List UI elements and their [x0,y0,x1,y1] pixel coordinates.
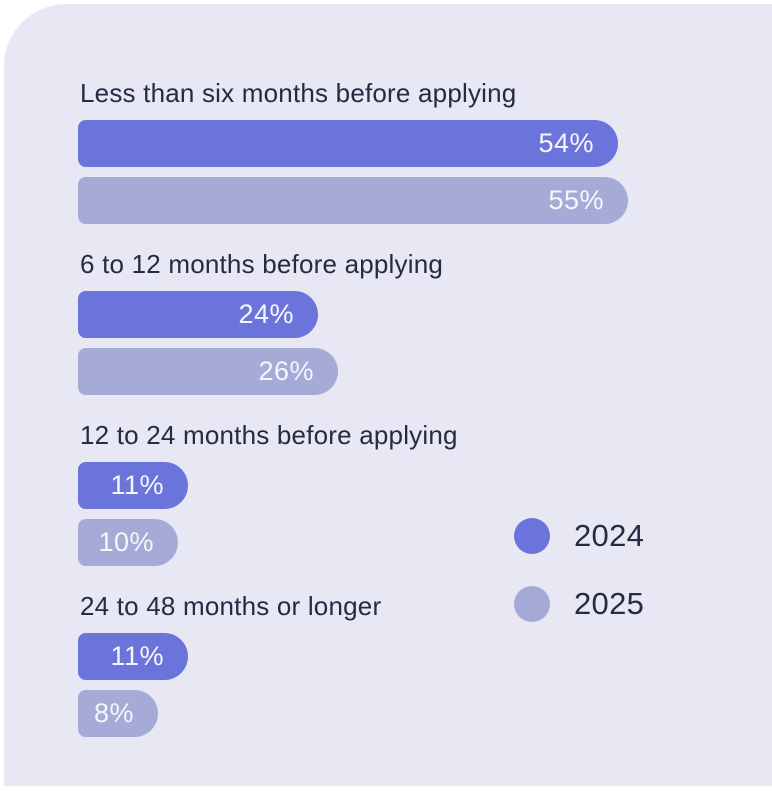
bar-group-6-to-12-months: 6 to 12 months before applying 24% 26% [78,249,678,395]
category-label: 6 to 12 months before applying [80,249,444,279]
legend-item-2025: 2025 [514,586,644,622]
bar-row: 11% [78,462,678,509]
chart-card: Less than six months before applying 54%… [4,4,772,786]
bar-row: 54% [78,120,678,167]
bar-value-label: 24% [238,299,294,329]
bar-row: 26% [78,348,678,395]
bar-2024: 54% [78,120,618,167]
bar-row: 24% [78,291,678,338]
bar-2024: 24% [78,291,318,338]
bar-row: 11% [78,633,678,680]
legend-label-2025: 2025 [574,586,645,621]
bar-2024: 11% [78,462,188,509]
legend-swatch-2025-icon [514,586,550,622]
bar-group-less-than-six-months: Less than six months before applying 54%… [78,78,678,224]
bar-value-label: 55% [548,185,604,215]
category-label: 24 to 48 months or longer [80,591,382,621]
chart-area: Less than six months before applying 54%… [78,78,678,762]
bar-value-label: 10% [98,527,154,557]
legend-swatch-2024-icon [514,518,550,554]
bar-group-12-to-24-months: 12 to 24 months before applying 11% 10% [78,420,678,566]
bar-value-label: 26% [258,356,314,386]
category-label: Less than six months before applying [80,78,517,108]
bar-row: 10% [78,519,678,566]
bar-row: 8% [78,690,678,737]
bar-group-24-to-48-months: 24 to 48 months or longer 11% 8% [78,591,678,737]
legend-label-2024: 2024 [574,518,645,553]
legend-item-2024: 2024 [514,518,644,554]
bar-value-label: 54% [538,128,594,158]
category-label: 12 to 24 months before applying [80,420,458,450]
bar-row: 55% [78,177,678,224]
bar-2025: 26% [78,348,338,395]
legend: 2024 2025 [514,518,644,654]
bar-2025: 55% [78,177,628,224]
bar-2024: 11% [78,633,188,680]
bar-value-label: 11% [110,641,164,671]
bar-value-label: 8% [93,698,134,728]
bar-2025: 8% [78,690,158,737]
bar-2025: 10% [78,519,178,566]
bar-value-label: 11% [110,470,164,500]
